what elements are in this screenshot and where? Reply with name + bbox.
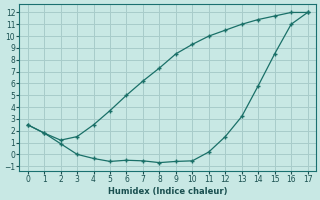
X-axis label: Humidex (Indice chaleur): Humidex (Indice chaleur)	[108, 187, 228, 196]
